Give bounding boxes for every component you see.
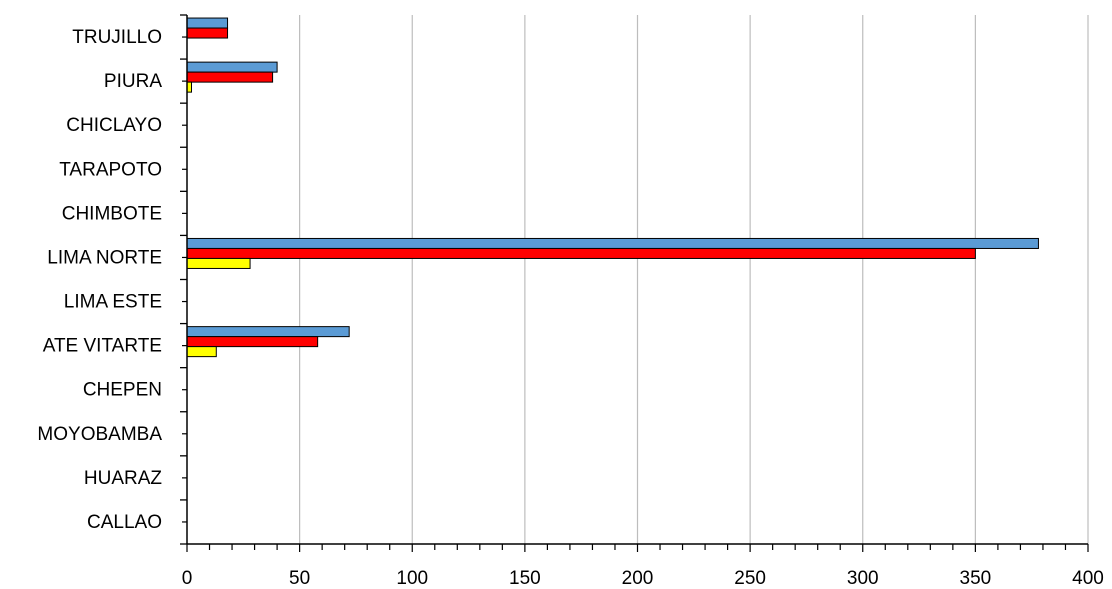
category-label: PIURA (104, 71, 162, 92)
x-tick-label: 350 (960, 568, 992, 589)
category-label: CALLAO (87, 512, 162, 533)
x-tick-label: 100 (396, 568, 428, 589)
bar-trujillo-series-1 (186, 17, 229, 29)
category-label: LIMA ESTE (64, 292, 162, 313)
category-label: CHICLAYO (66, 115, 162, 136)
bar-ate-vitarte-series-1 (186, 326, 350, 338)
bar-ate-vitarte-series-2 (186, 336, 319, 348)
x-tick-label: 300 (847, 568, 879, 589)
category-label: LIMA NORTE (47, 247, 162, 268)
x-tick-label: 0 (182, 568, 193, 589)
labels: TRUJILLO PIURA CHICLAYO TARAPOTO CHIMBOTE LIM… (37, 27, 1103, 589)
bar-lima-norte-series-1 (186, 237, 1039, 249)
x-tick-label: 50 (289, 568, 310, 589)
category-label: CHEPEN (83, 380, 162, 401)
x-tick-label: 200 (622, 568, 654, 589)
x-tick-label: 150 (509, 568, 541, 589)
x-tick-label: 400 (1072, 568, 1104, 589)
category-label: HUARAZ (84, 468, 163, 489)
category-label: MOYOBAMBA (37, 424, 162, 445)
category-label: TRUJILLO (72, 27, 162, 48)
bars (186, 17, 1039, 358)
category-label: TARAPOTO (59, 159, 162, 180)
x-tick-label: 250 (734, 568, 766, 589)
category-label: ATE VITARTE (43, 336, 162, 357)
bar-lima-norte-series-3 (186, 257, 251, 269)
bar-piura-series-1 (186, 61, 278, 73)
bar-trujillo-series-2 (186, 27, 229, 39)
category-label: CHIMBOTE (62, 203, 162, 224)
bar-lima-norte-series-2 (186, 247, 976, 259)
bar-piura-series-2 (186, 71, 274, 83)
axes (180, 14, 1089, 552)
bar-ate-vitarte-series-3 (186, 346, 217, 358)
gridlines (299, 15, 1089, 544)
